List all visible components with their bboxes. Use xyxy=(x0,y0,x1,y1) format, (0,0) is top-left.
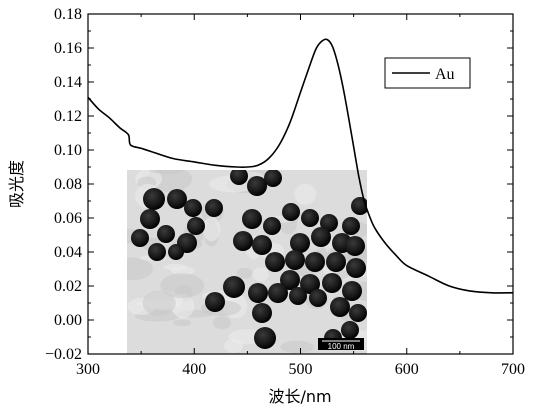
nanoparticle xyxy=(342,281,362,301)
nanoparticle xyxy=(342,217,360,235)
inset-background-texture xyxy=(142,290,176,316)
nanoparticle xyxy=(309,289,327,307)
inset-background-texture xyxy=(252,267,269,282)
y-tick-label: 0.06 xyxy=(54,210,82,227)
nanoparticle xyxy=(205,199,223,217)
inset-background-texture xyxy=(149,170,184,175)
inset-background-texture xyxy=(160,273,205,299)
y-tick-label: 0.12 xyxy=(54,108,82,125)
x-tick-label: 500 xyxy=(289,361,313,378)
nanoparticle xyxy=(345,236,365,256)
series-line-au xyxy=(87,38,514,294)
legend-label-au: Au xyxy=(435,66,455,83)
nanoparticle xyxy=(322,273,342,293)
nanoparticle xyxy=(143,188,165,210)
nanoparticle xyxy=(285,250,305,270)
inset-background-texture xyxy=(173,319,192,327)
scale-bar-label: 100 nm xyxy=(328,342,355,351)
nanoparticle xyxy=(289,287,307,305)
nanoparticle xyxy=(305,252,325,272)
nanoparticle xyxy=(290,233,310,253)
x-tick-label: 400 xyxy=(182,361,206,378)
inset-background-texture xyxy=(163,263,187,271)
nanoparticle xyxy=(184,199,202,217)
nanoparticle xyxy=(140,209,160,229)
inset-background-texture xyxy=(280,340,315,354)
axis-tick-labels: 300 400 500 600 700 −0.02 0.00 0.02 0.04 0.06 0.08… xyxy=(45,6,525,378)
y-tick-label: 0.00 xyxy=(54,312,82,329)
inset-background-texture xyxy=(212,316,232,330)
nanoparticle xyxy=(242,209,262,229)
x-tick-label: 600 xyxy=(395,361,419,378)
inset-background-texture xyxy=(294,183,317,205)
nanoparticle xyxy=(168,244,184,260)
y-tick-label: 0.08 xyxy=(54,176,82,193)
nanoparticle xyxy=(351,197,367,215)
y-tick-label: 0.02 xyxy=(54,278,82,295)
nanoparticle xyxy=(167,189,187,209)
inset-background-texture xyxy=(202,216,221,242)
nanoparticle xyxy=(280,270,300,290)
nanoparticle xyxy=(205,292,225,312)
nanoparticle xyxy=(349,304,367,322)
nanoparticle xyxy=(252,235,272,255)
nanoparticle xyxy=(326,252,346,272)
tem-micrograph-inset: 100 nm xyxy=(127,170,367,354)
nanoparticle xyxy=(264,170,282,187)
nanoparticle xyxy=(330,297,350,317)
y-tick-label: 0.04 xyxy=(54,244,82,261)
nanoparticle xyxy=(282,203,300,221)
nanoparticle xyxy=(346,258,366,278)
legend: Au xyxy=(384,57,471,89)
nanoparticle xyxy=(301,209,319,227)
inset-background-texture xyxy=(127,257,153,281)
nanoparticle xyxy=(254,327,276,349)
nanoparticle xyxy=(131,229,149,247)
x-tick-label: 700 xyxy=(501,361,525,378)
y-tick-label: 0.18 xyxy=(54,6,82,23)
nanoparticle xyxy=(233,231,253,251)
inset-background-texture xyxy=(236,267,253,279)
y-tick-label: 0.14 xyxy=(54,74,82,91)
nanoparticle xyxy=(252,303,272,323)
nanoparticle xyxy=(320,214,338,232)
x-tick-label: 300 xyxy=(76,361,100,378)
y-tick-label: 0.16 xyxy=(54,40,82,57)
y-tick-label: 0.10 xyxy=(54,142,82,159)
nanoparticle xyxy=(300,274,320,294)
y-axis-title: 吸光度 xyxy=(7,160,26,208)
inset-background-texture xyxy=(171,294,195,319)
nanoparticle xyxy=(157,225,175,243)
nanoparticle xyxy=(230,170,248,185)
nanoparticle xyxy=(148,243,166,261)
nanoparticle xyxy=(311,227,331,247)
nanoparticle xyxy=(268,283,288,303)
nanoparticle xyxy=(248,283,268,303)
x-axis-title: 波长/nm xyxy=(268,387,331,406)
y-tick-label: −0.02 xyxy=(45,346,82,363)
nanoparticle xyxy=(265,252,285,272)
nanoparticle xyxy=(341,321,359,339)
nanoparticle xyxy=(223,276,245,298)
nanoparticle xyxy=(187,217,205,235)
nanoparticle xyxy=(263,217,281,235)
nanoparticle xyxy=(247,176,267,196)
